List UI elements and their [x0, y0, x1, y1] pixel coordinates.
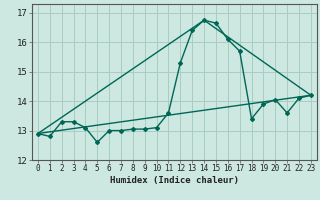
X-axis label: Humidex (Indice chaleur): Humidex (Indice chaleur) — [110, 176, 239, 185]
